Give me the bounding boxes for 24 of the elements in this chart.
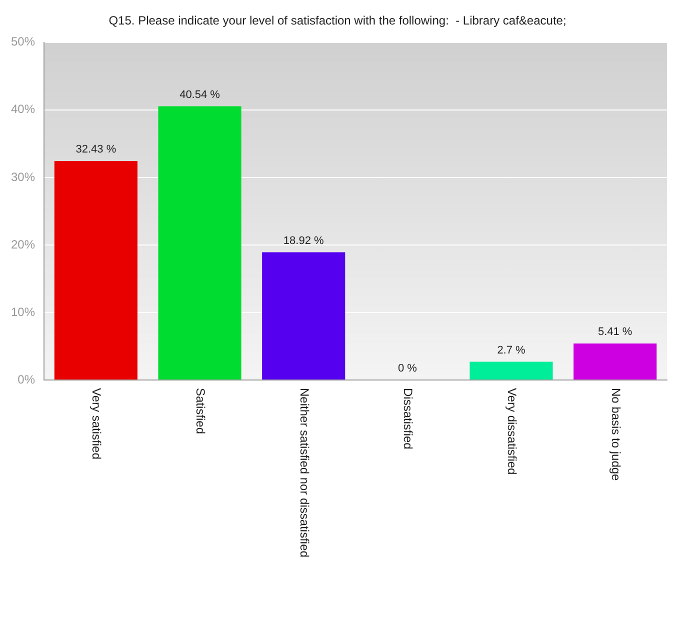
y-tick-label: 30%	[10, 170, 36, 184]
bar	[54, 161, 138, 380]
data-label: 2.7 %	[497, 344, 526, 356]
bar	[574, 343, 657, 380]
data-label: 5.41 %	[598, 326, 632, 338]
y-tick-label: 20%	[10, 237, 36, 252]
x-tick-label: Dissatisfied	[401, 388, 416, 450]
data-label: 32.43 %	[76, 144, 116, 156]
y-tick-label: 50%	[10, 34, 36, 49]
x-tick-label: Very satisfied	[90, 388, 104, 460]
y-tick-label: 40%	[10, 102, 36, 116]
bar	[262, 252, 346, 380]
chart-title: Q15. Please indicate your level of satisfaction with the following: - Library caf&eacute;	[108, 14, 566, 28]
data-label: 40.54 %	[180, 88, 220, 101]
y-tick-label: 10%	[10, 304, 36, 319]
x-tick-label: Neither satisfied nor dissatisfied	[297, 388, 312, 558]
y-tick-label: 0%	[18, 372, 36, 386]
data-label: 0 %	[398, 362, 418, 375]
bar	[470, 362, 553, 380]
x-tick-label: Satisfied	[193, 388, 208, 434]
data-label: 18.92 %	[283, 234, 324, 247]
x-tick-label: No basis to judge	[608, 388, 623, 482]
x-tick-label: Very dissatisfied	[504, 388, 519, 475]
bar	[158, 106, 242, 380]
